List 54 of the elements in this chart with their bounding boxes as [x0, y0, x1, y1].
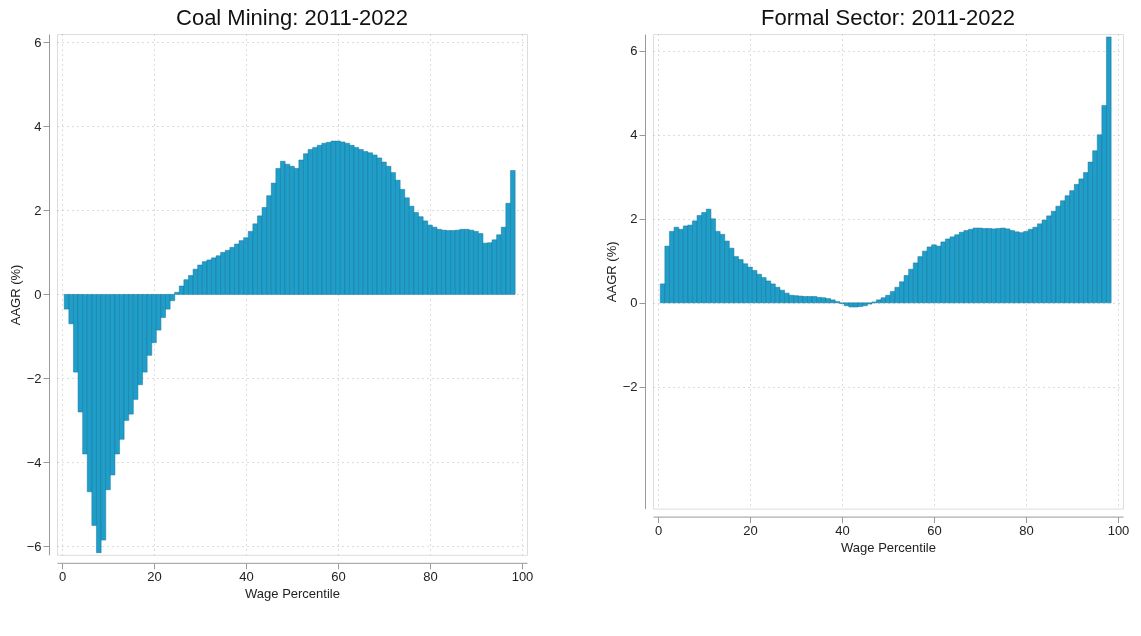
- bar: [1018, 232, 1024, 304]
- x-tick-label: 0: [58, 569, 67, 585]
- bar: [963, 230, 969, 304]
- bar: [673, 226, 679, 304]
- bar: [307, 149, 313, 295]
- bar: [321, 142, 327, 295]
- x-tick-label: 40: [835, 523, 850, 539]
- chart-title: Formal Sector: 2011-2022: [761, 5, 1015, 30]
- bar: [940, 241, 946, 304]
- y-tick-label: 6: [630, 43, 638, 59]
- y-tick-label: −6: [26, 538, 42, 554]
- y-tick-label: 4: [630, 127, 638, 143]
- y-axis-title: AAGR (%): [7, 264, 23, 326]
- bar: [802, 296, 808, 304]
- bar: [229, 247, 235, 295]
- bar: [459, 229, 465, 295]
- bar: [206, 259, 212, 295]
- bar: [949, 236, 955, 304]
- bar: [986, 228, 992, 304]
- y-tick-label: 2: [630, 211, 638, 227]
- x-tick-label: 20: [743, 523, 758, 539]
- y-tick-label: 0: [34, 286, 42, 302]
- chart-title: Coal Mining: 2011-2022: [176, 5, 408, 30]
- x-tick-label: 80: [423, 569, 438, 585]
- x-tick-label: 0: [654, 523, 663, 539]
- bar: [696, 215, 702, 304]
- bar: [445, 230, 451, 295]
- y-tick-label: −2: [26, 370, 42, 386]
- bar: [1032, 226, 1038, 304]
- bar: [811, 296, 817, 304]
- y-tick-label: −2: [622, 379, 638, 395]
- x-tick-label: 40: [239, 569, 254, 585]
- x-axis-title: Wage Percentile: [841, 540, 936, 556]
- x-tick-label: 80: [1019, 523, 1034, 539]
- y-tick-label: 0: [630, 295, 638, 311]
- bar: [788, 294, 794, 304]
- y-tick-label: −4: [26, 454, 42, 470]
- y-tick-label: 2: [34, 202, 42, 218]
- bar: [1041, 219, 1047, 304]
- bar: [687, 224, 693, 304]
- x-tick-label: 60: [927, 523, 942, 539]
- bar: [880, 297, 886, 304]
- x-tick-label: 20: [147, 569, 162, 585]
- x-tick-label: 60: [331, 569, 346, 585]
- bar: [215, 255, 221, 295]
- bar: [192, 268, 198, 295]
- x-tick-label: 100: [511, 569, 534, 585]
- bar: [238, 240, 244, 295]
- x-axis-title: Wage Percentile: [245, 586, 340, 602]
- y-tick-label: 6: [34, 34, 42, 50]
- bar: [183, 279, 189, 295]
- y-tick-label: 4: [34, 118, 42, 134]
- x-tick-label: 100: [1107, 523, 1130, 539]
- y-axis-title: AAGR (%): [603, 241, 619, 303]
